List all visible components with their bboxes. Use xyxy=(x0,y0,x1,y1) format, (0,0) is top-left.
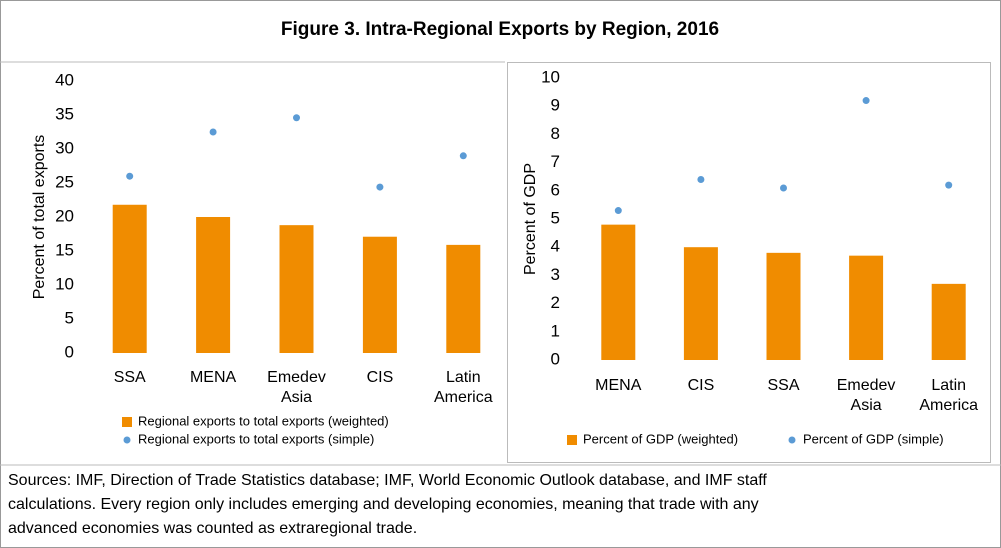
dot xyxy=(209,128,217,136)
dot xyxy=(293,114,300,122)
x-tick-label: MENA xyxy=(595,377,642,394)
legend-swatch xyxy=(567,435,577,445)
legend-swatch xyxy=(788,436,796,444)
right-panel-border xyxy=(507,62,991,463)
bar xyxy=(279,225,314,353)
dot xyxy=(126,172,134,180)
bar xyxy=(766,252,801,360)
legend-label: Regional exports to total exports (simpl… xyxy=(138,431,374,446)
y-tick-label: 10 xyxy=(55,274,74,293)
y-tick-label: 4 xyxy=(551,237,560,256)
x-tick-label: Emedev Asia xyxy=(837,377,896,414)
x-tick-label: Latin America xyxy=(434,369,493,406)
figure-title: Figure 3. Intra-Regional Exports by Regi… xyxy=(281,19,719,40)
x-tick-label: MENA xyxy=(190,369,237,386)
dot xyxy=(614,207,622,215)
y-tick-label: 25 xyxy=(55,172,74,191)
y-tick-label: 30 xyxy=(55,138,74,157)
x-tick-label: CIS xyxy=(688,377,715,394)
y-tick-label: 5 xyxy=(551,208,560,227)
y-tick-label: 9 xyxy=(551,96,560,115)
y-tick-label: 6 xyxy=(551,180,560,199)
bar xyxy=(931,283,966,360)
bar xyxy=(196,217,231,353)
y-axis-label: Percent of total exports xyxy=(31,135,48,300)
y-tick-label: 20 xyxy=(55,206,74,225)
bar xyxy=(112,204,147,353)
dot xyxy=(945,181,953,189)
bar xyxy=(446,244,481,353)
x-tick-label: CIS xyxy=(367,369,394,386)
y-tick-label: 10 xyxy=(541,67,560,86)
legend-label: Percent of GDP (simple) xyxy=(803,431,944,446)
bar xyxy=(362,236,397,353)
y-tick-label: 3 xyxy=(551,265,560,284)
dot xyxy=(459,152,467,160)
y-tick-label: 0 xyxy=(65,342,74,361)
x-tick-label: SSA xyxy=(114,369,146,386)
source-note: calculations. Every region only includes… xyxy=(8,496,759,513)
y-tick-label: 35 xyxy=(55,104,74,123)
bar xyxy=(601,224,636,360)
y-axis-label: Percent of GDP xyxy=(522,163,539,275)
dot xyxy=(697,176,705,184)
legend-label: Percent of GDP (weighted) xyxy=(583,431,738,446)
source-note: Sources: IMF, Direction of Trade Statist… xyxy=(8,472,767,489)
legend-swatch xyxy=(123,436,131,444)
y-tick-label: 8 xyxy=(551,124,560,143)
dot xyxy=(862,97,870,105)
source-note: advanced economies was counted as extrar… xyxy=(8,520,417,537)
y-tick-label: 0 xyxy=(551,349,560,368)
x-tick-label: SSA xyxy=(767,377,799,394)
x-tick-label: Latin America xyxy=(919,377,978,414)
bar xyxy=(683,247,718,360)
legend-label: Regional exports to total exports (weigh… xyxy=(138,413,389,428)
y-tick-label: 7 xyxy=(551,152,560,171)
y-tick-label: 40 xyxy=(55,70,74,89)
x-tick-label: Emedev Asia xyxy=(267,369,326,406)
dot xyxy=(780,184,787,192)
y-tick-label: 2 xyxy=(551,293,560,312)
y-tick-label: 15 xyxy=(55,240,74,259)
y-tick-label: 1 xyxy=(551,321,560,340)
legend-swatch xyxy=(122,417,132,427)
bar xyxy=(849,255,884,360)
y-tick-label: 5 xyxy=(65,308,74,327)
dot xyxy=(376,183,384,191)
